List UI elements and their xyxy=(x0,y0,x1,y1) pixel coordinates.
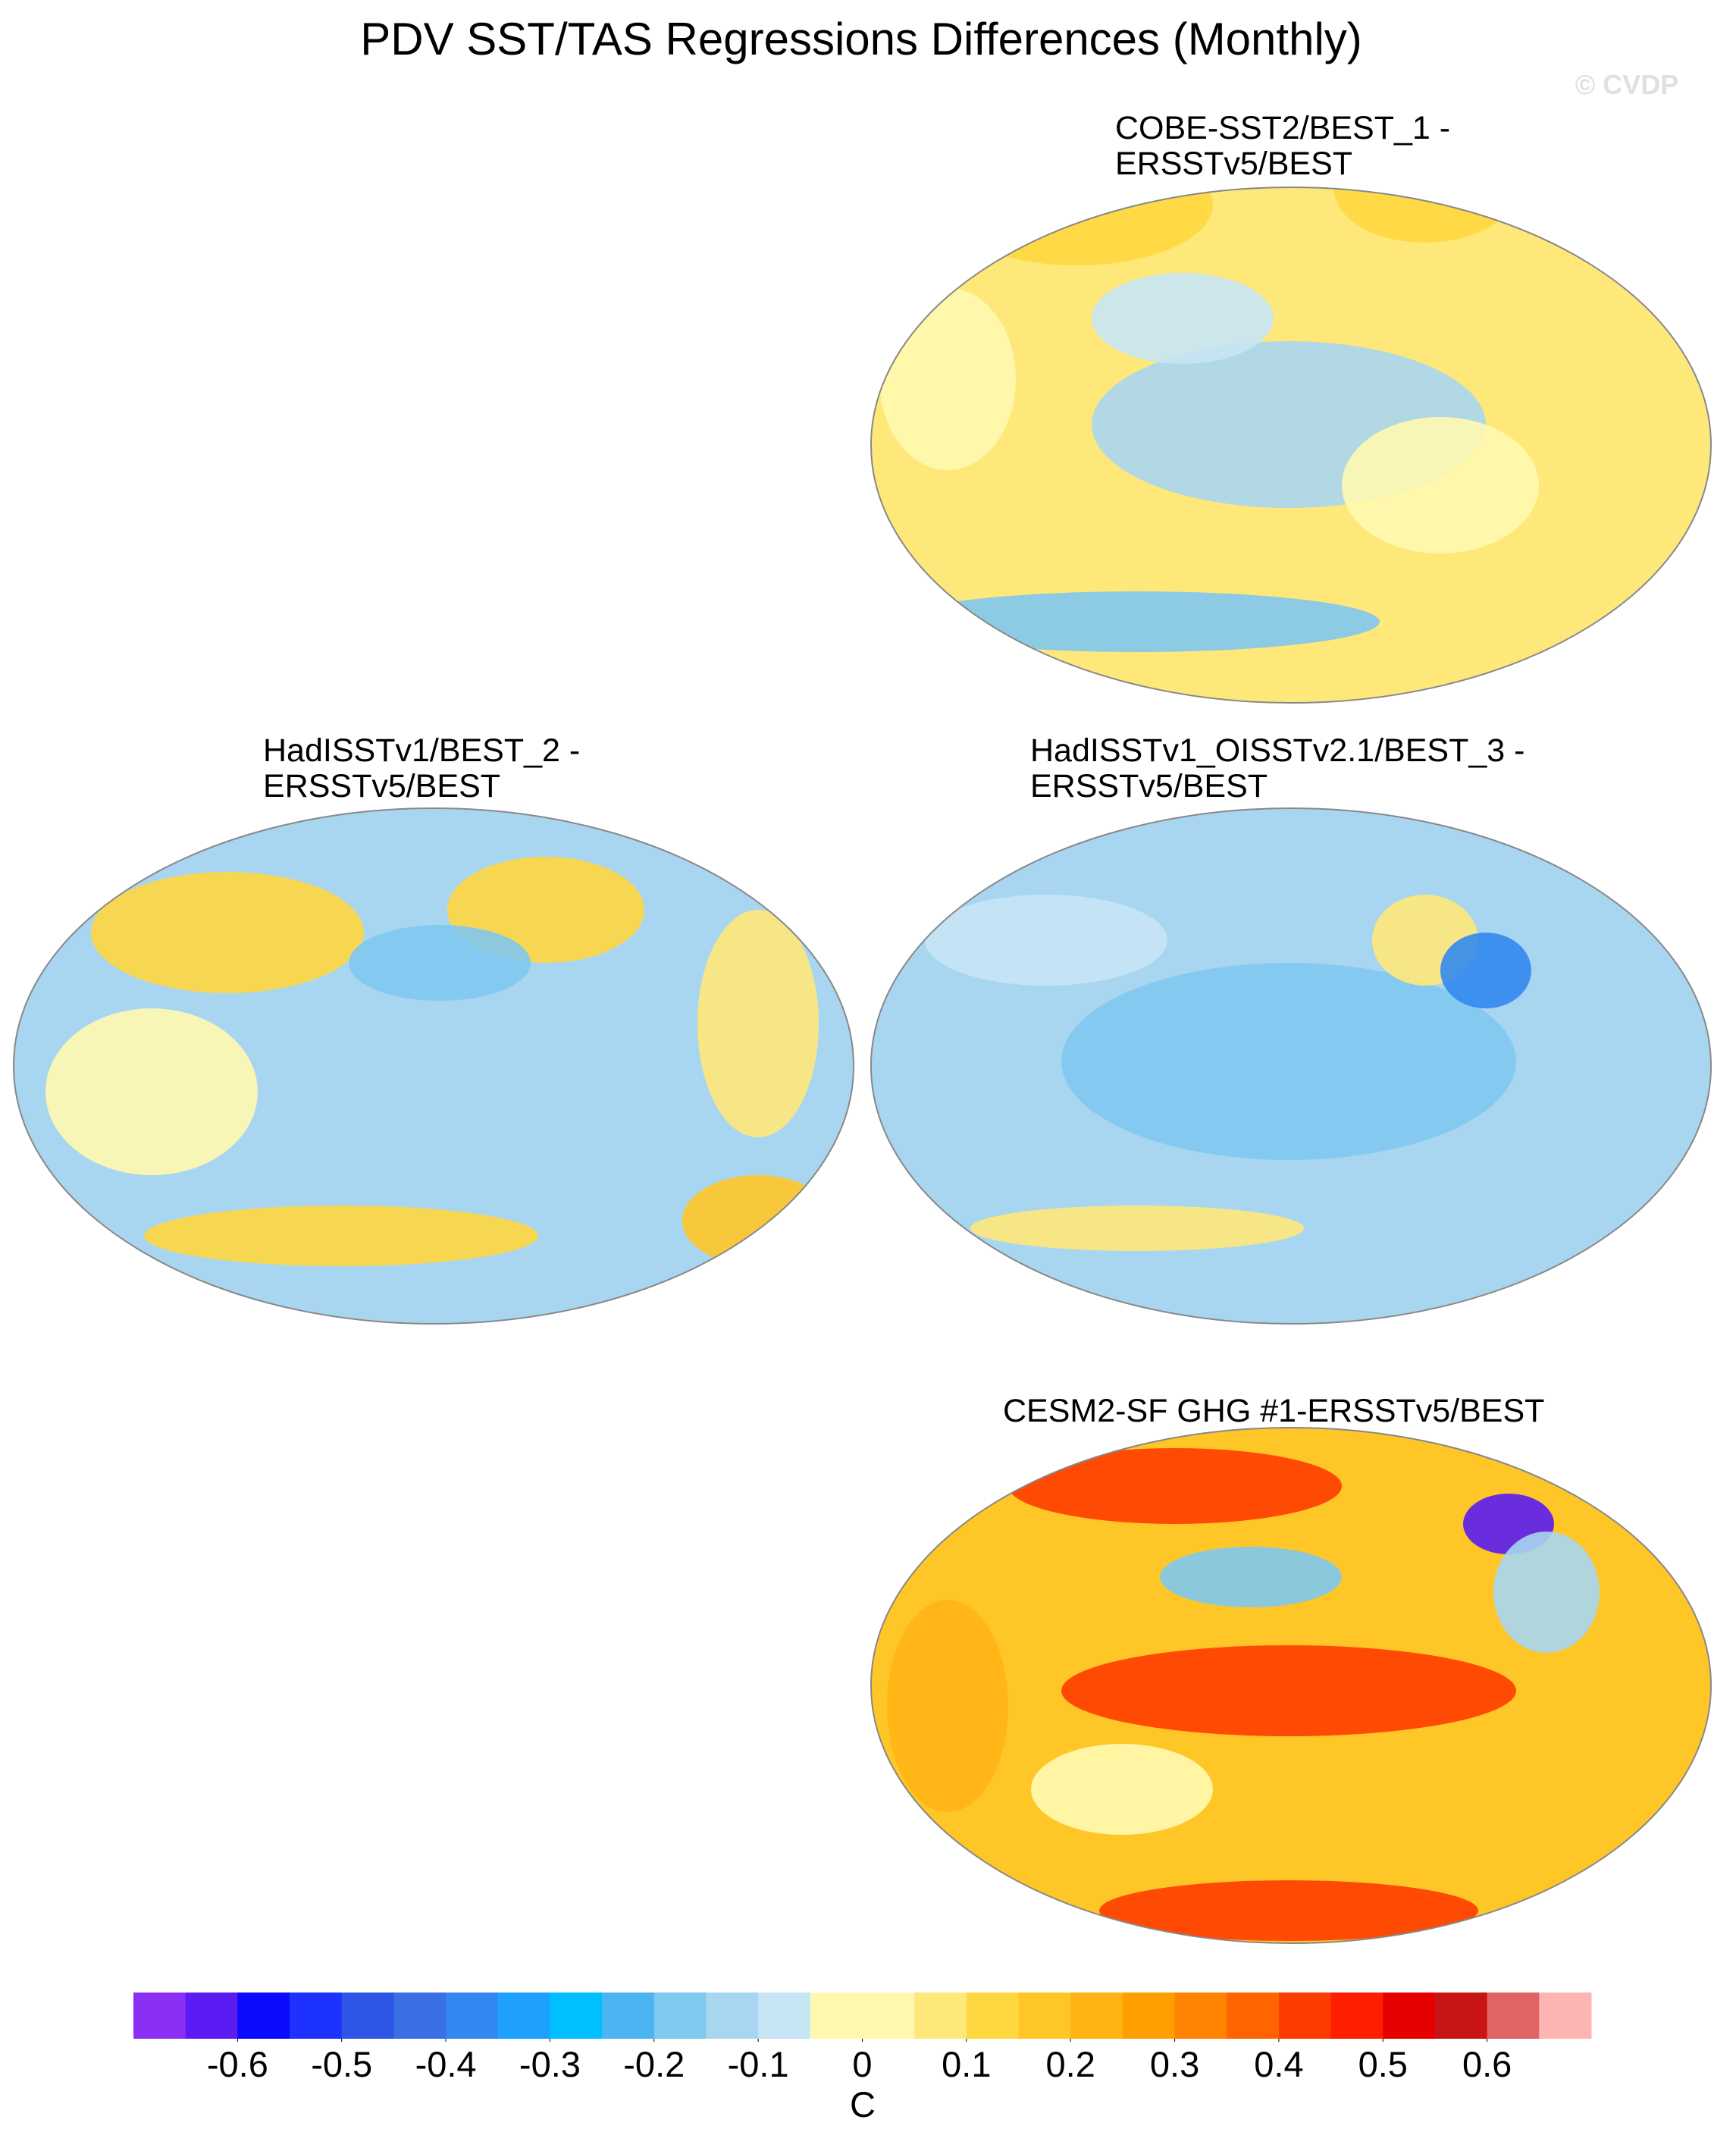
map-field xyxy=(1061,963,1516,1160)
map-border xyxy=(13,807,854,1325)
map-field xyxy=(1031,1744,1213,1835)
colorbar-tick-label: -0.1 xyxy=(728,2044,789,2084)
map-field xyxy=(887,1600,1008,1812)
colorbar-box xyxy=(1018,1993,1071,2039)
colorbar-tick-label: -0.5 xyxy=(311,2044,372,2084)
map-field xyxy=(1440,933,1531,1008)
colorbar-tick-label: 0.6 xyxy=(1462,2044,1512,2084)
colorbar-tick-label: 0.3 xyxy=(1150,2044,1199,2084)
map-field xyxy=(1061,1645,1516,1736)
colorbar-box xyxy=(393,1993,447,2039)
map xyxy=(871,187,1711,703)
map-field xyxy=(1334,187,1516,243)
colorbar-box xyxy=(602,1993,655,2039)
panel-title: ERSSTv5/BEST xyxy=(1030,768,1268,804)
colorbar-box xyxy=(1278,1993,1332,2039)
map-field xyxy=(1160,1547,1342,1607)
map-border xyxy=(870,1427,1712,1944)
colorbar-box xyxy=(1330,1993,1383,2039)
map-field xyxy=(925,895,1167,986)
map xyxy=(871,1428,1711,1943)
colorbar-tick-label: 0.5 xyxy=(1358,2044,1408,2084)
colorbar-tick-label: 0.2 xyxy=(1046,2044,1095,2084)
map xyxy=(14,808,854,1324)
map-field xyxy=(970,1206,1304,1251)
map xyxy=(871,808,1711,1324)
watermark: © CVDP xyxy=(1575,69,1679,100)
colorbar-box xyxy=(1487,1993,1540,2039)
colorbar-box xyxy=(966,1993,1020,2039)
colorbar-box xyxy=(290,1993,343,2039)
colorbar-box xyxy=(550,1993,603,2039)
map-field xyxy=(1493,1532,1600,1653)
map-field xyxy=(879,288,1016,470)
map-field xyxy=(1342,417,1539,553)
colorbar-tick-label: -0.4 xyxy=(415,2044,477,2084)
map-field xyxy=(682,1175,834,1266)
colorbar-box xyxy=(1174,1993,1227,2039)
map-border xyxy=(870,187,1712,704)
map-field xyxy=(349,925,531,1001)
panel-title: COBE-SST2/BEST_1 - xyxy=(1115,110,1450,146)
colorbar-box xyxy=(653,1993,707,2039)
map-field xyxy=(144,1206,538,1266)
map-field xyxy=(1099,1880,1478,1941)
colorbar-box xyxy=(446,1993,499,2039)
map-field xyxy=(1092,273,1274,364)
colorbar-box xyxy=(1070,1993,1123,2039)
colorbar-box xyxy=(237,1993,290,2039)
colorbar-box xyxy=(133,1993,186,2039)
colorbar-unit: C xyxy=(850,2084,876,2124)
colorbar-tick-label: 0.4 xyxy=(1254,2044,1303,2084)
colorbar-box xyxy=(810,1993,863,2039)
colorbar-box xyxy=(341,1993,394,2039)
colorbar-box xyxy=(758,1993,811,2039)
figure-title: PDV SST/TAS Regressions Differences (Mon… xyxy=(360,14,1362,64)
colorbar-tick-label: -0.2 xyxy=(623,2044,685,2084)
panel-title: HadISSTv1_OISSTv2.1/BEST_3 - xyxy=(1030,732,1524,769)
colorbar-tick-label: -0.6 xyxy=(207,2044,268,2084)
map-field xyxy=(697,910,819,1137)
colorbar-box xyxy=(1227,1993,1280,2039)
colorbar-box xyxy=(185,1993,238,2039)
panel-title: ERSSTv5/BEST xyxy=(263,768,500,804)
map-field xyxy=(1008,1448,1342,1524)
colorbar-box xyxy=(914,1993,967,2039)
colorbar-box xyxy=(497,1993,550,2039)
colorbar-box xyxy=(706,1993,759,2039)
map-field xyxy=(91,872,364,993)
map-field xyxy=(45,1008,258,1175)
colorbar-box xyxy=(1122,1993,1176,2039)
panel-title: HadISSTv1/BEST_2 - xyxy=(263,732,580,769)
map-field xyxy=(895,591,1380,652)
colorbar-box xyxy=(1434,1993,1488,2039)
colorbar-tick-label: 0.1 xyxy=(942,2044,991,2084)
colorbar-box xyxy=(862,1993,915,2039)
panel-title: CESM2-SF GHG #1-ERSSTv5/BEST xyxy=(1003,1393,1544,1429)
panel-title: ERSSTv5/BEST xyxy=(1115,146,1352,182)
colorbar-box xyxy=(1539,1993,1592,2039)
colorbar-tick-label: 0 xyxy=(852,2044,872,2084)
colorbar-box xyxy=(1383,1993,1436,2039)
colorbar-tick-label: -0.3 xyxy=(519,2044,581,2084)
map-border xyxy=(870,807,1712,1325)
